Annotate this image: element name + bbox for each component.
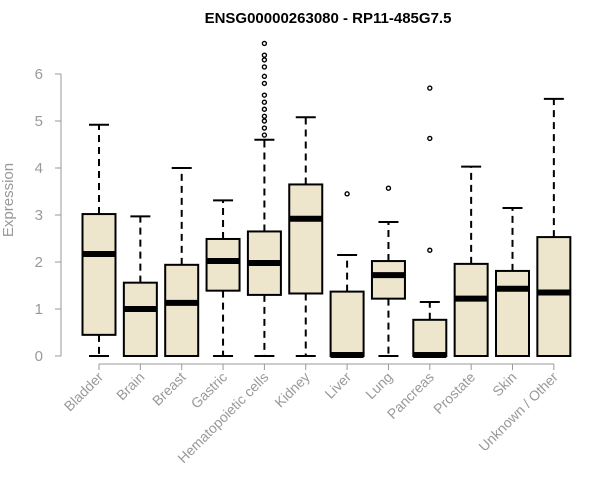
plot-area (81, 40, 572, 359)
outlier-point (261, 125, 268, 131)
y-axis-label: Expression (0, 163, 17, 237)
outlier-point (261, 92, 268, 98)
box-unknown-other (536, 97, 572, 357)
box-kidney (288, 116, 324, 357)
iqr-box (412, 318, 448, 357)
x-tick-label: Prostate (430, 369, 478, 417)
iqr-box (370, 260, 406, 300)
outlier-point (261, 99, 268, 105)
outlier-point (261, 64, 268, 70)
iqr-box (495, 269, 530, 357)
outlier-point (261, 132, 268, 138)
box-hematopoietic-cells (246, 40, 282, 357)
box-breast (164, 167, 200, 358)
box-bladder (81, 123, 117, 357)
y-tick-label: 3 (35, 207, 43, 224)
box-lung (370, 185, 406, 357)
box-brain (122, 215, 158, 357)
x-tick-label: Liver (321, 369, 354, 402)
outlier-point (385, 185, 392, 191)
y-tick-label: 6 (35, 66, 43, 83)
iqr-box (164, 263, 200, 358)
iqr-box (122, 281, 158, 357)
box-gastric (205, 199, 241, 357)
y-tick-label: 0 (35, 348, 43, 365)
iqr-box (288, 183, 324, 295)
outlier-point (427, 135, 433, 142)
outlier-point (261, 52, 268, 58)
y-tick-label: 2 (35, 254, 43, 271)
y-tick-label: 5 (35, 113, 43, 130)
iqr-box (536, 236, 572, 357)
y-tick-label: 4 (35, 160, 43, 177)
outlier-point (261, 57, 268, 63)
outlier-point (261, 73, 268, 80)
iqr-box (453, 262, 489, 358)
x-tick-label: Brain (113, 369, 147, 403)
outlier-point (427, 85, 433, 91)
box-pancreas (412, 85, 448, 359)
outlier-point (261, 118, 268, 124)
x-tick-label: Skin (489, 369, 520, 400)
box-liver (329, 191, 365, 359)
y-axis: 0 1 2 3 4 5 6 (35, 66, 62, 365)
outlier-point (261, 113, 268, 120)
outlier-point (427, 247, 433, 253)
x-tick-label: Kidney (271, 369, 313, 411)
outlier-point (344, 191, 350, 197)
y-tick-label: 1 (35, 301, 43, 318)
x-tick-label: Lung (362, 369, 395, 402)
outlier-point (261, 106, 268, 112)
iqr-box (329, 290, 365, 357)
iqr-box (81, 213, 117, 336)
box-prostate (453, 165, 489, 358)
box-skin (495, 206, 530, 357)
chart-title: ENSG00000263080 - RP11-485G7.5 (205, 10, 452, 27)
outlier-point (261, 40, 268, 47)
x-tick-label: Breast (149, 369, 189, 409)
outlier-point (261, 80, 268, 87)
iqr-box (205, 237, 241, 292)
x-tick-label: Bladder (61, 369, 107, 415)
